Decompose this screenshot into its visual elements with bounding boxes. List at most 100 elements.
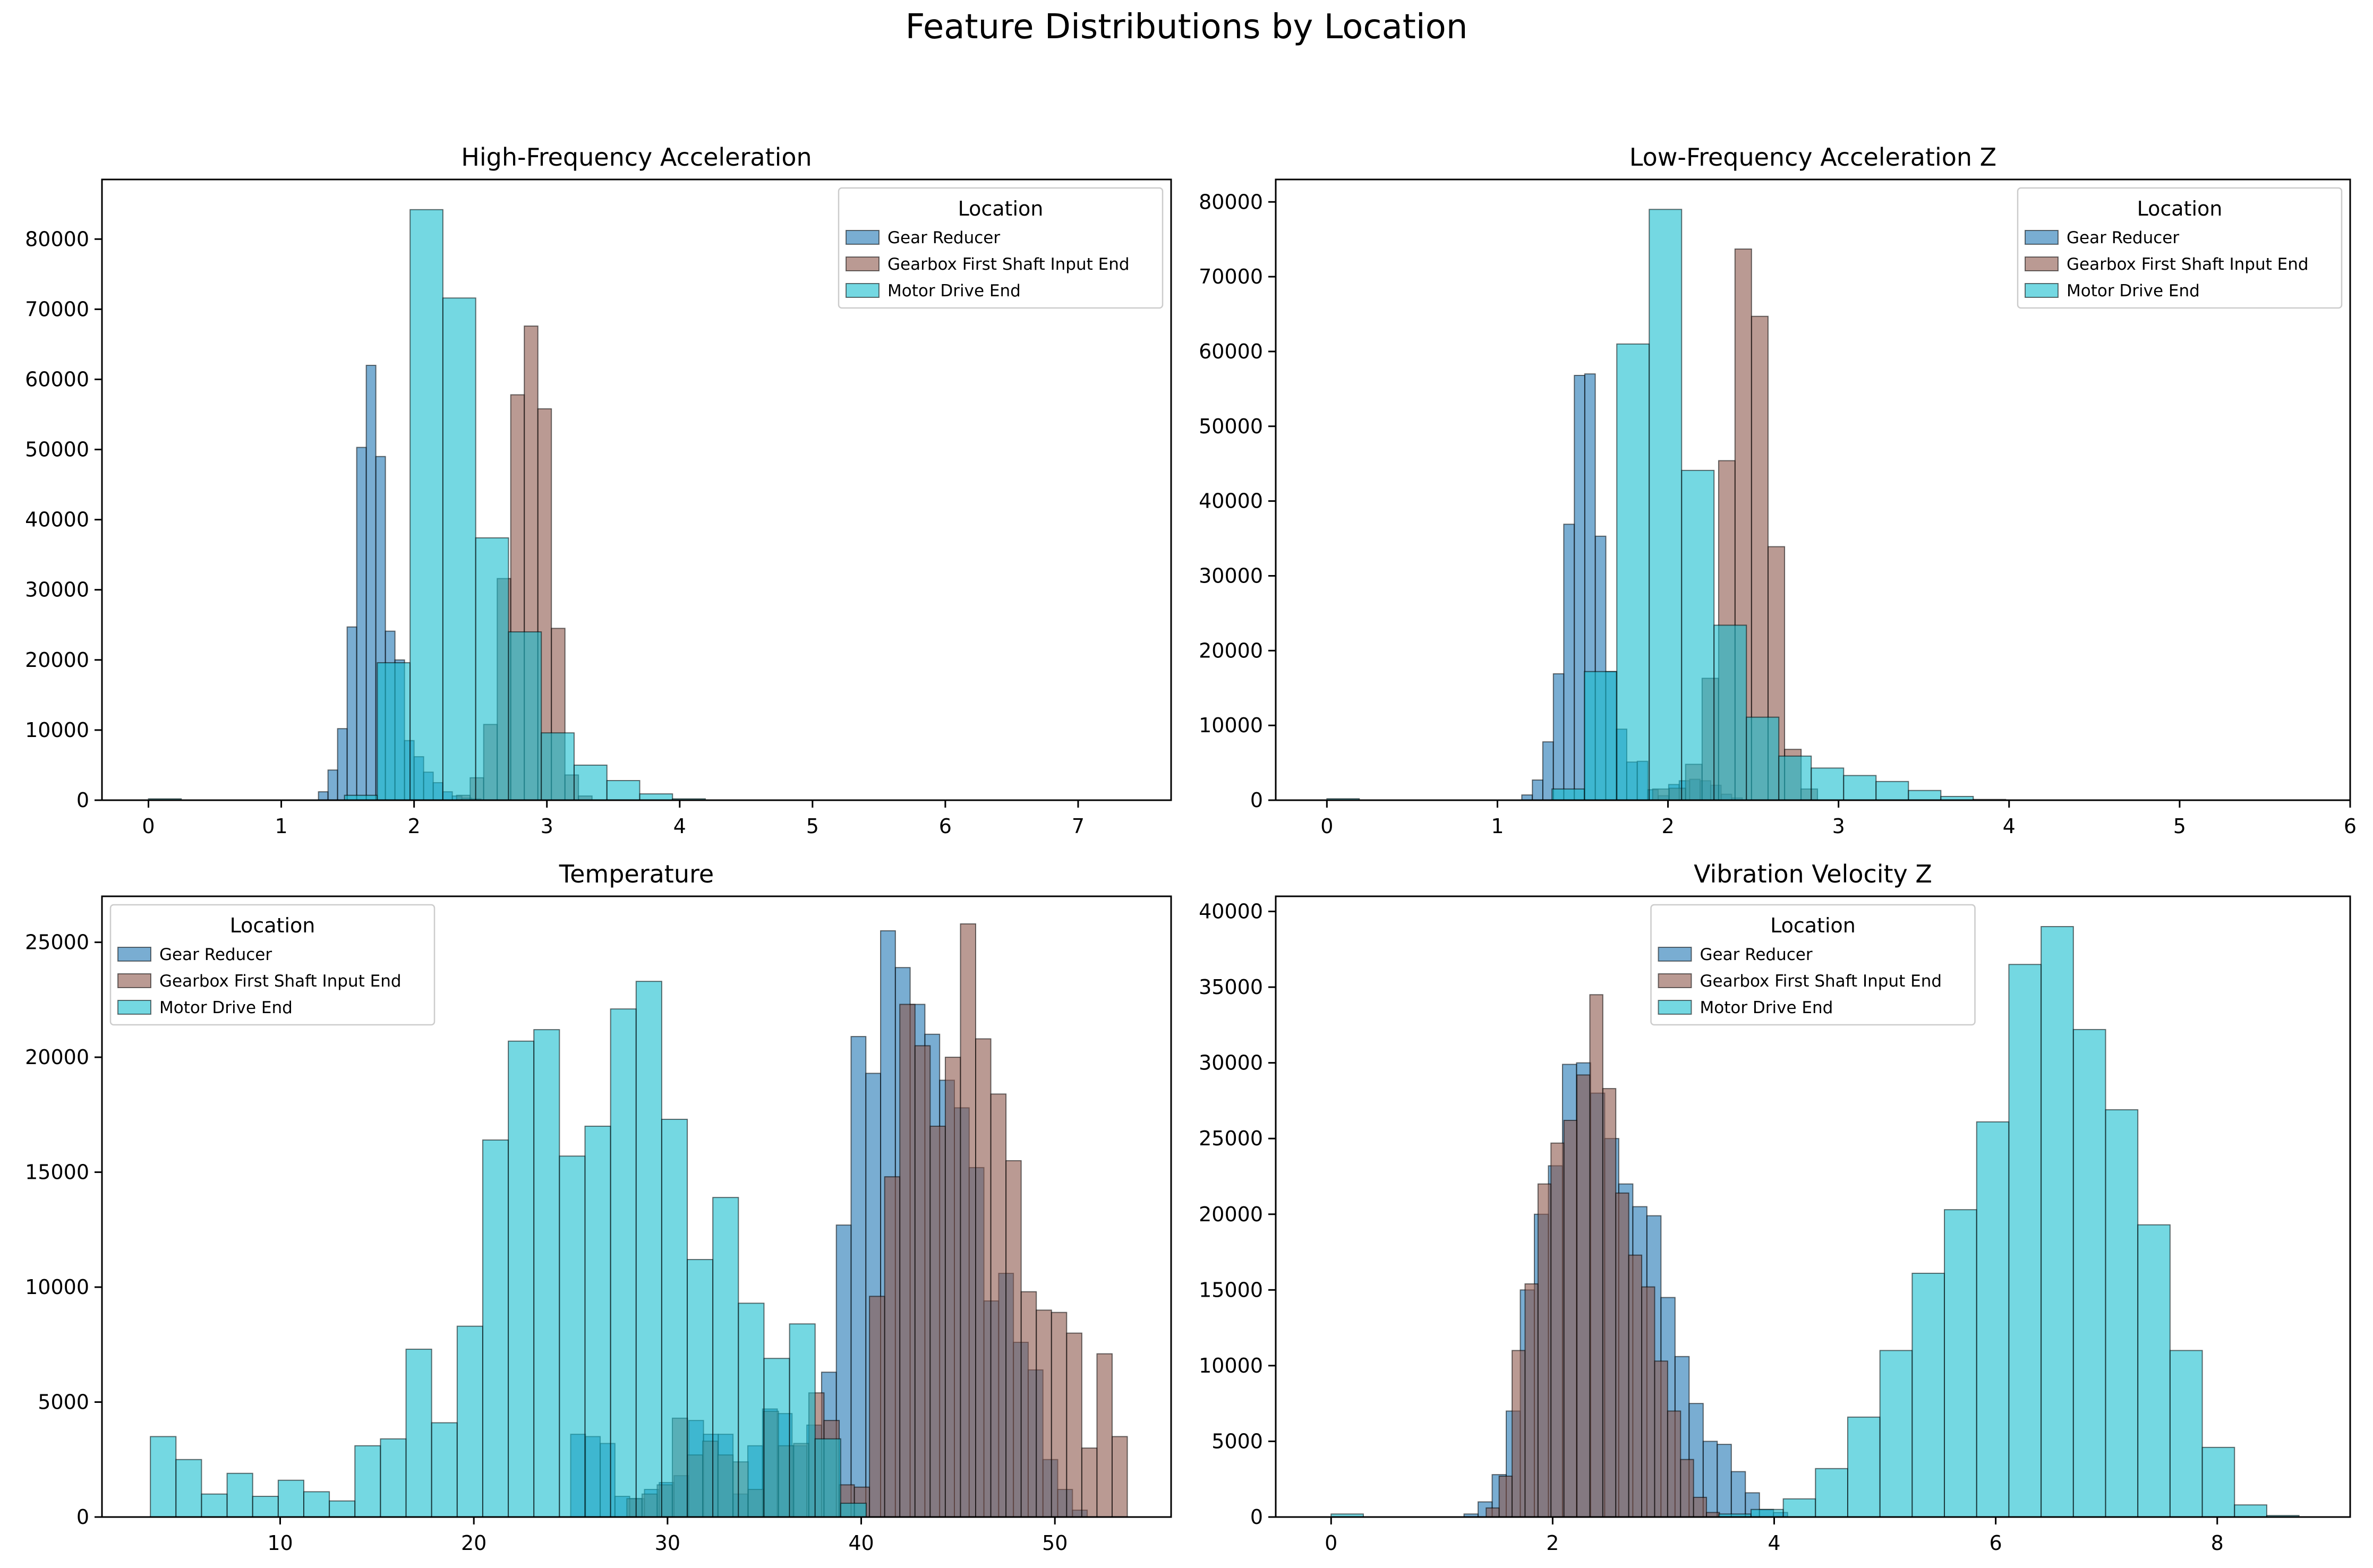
legend-title: Location xyxy=(2137,197,2223,220)
histogram-bar xyxy=(1524,1283,1539,1517)
x-tick-label: 7 xyxy=(1072,815,1085,838)
histogram-bar xyxy=(1879,1350,1913,1517)
histogram-bar xyxy=(1537,1183,1552,1517)
y-tick-label: 0 xyxy=(1250,1505,1263,1529)
histogram-bar xyxy=(431,1422,458,1517)
subplot-4: 0 2 4 6 8 0 5000 10000 15000 20000 25000 30000 35000… xyxy=(1199,860,2351,1555)
histogram-bar xyxy=(303,1491,330,1517)
legend-title: Location xyxy=(230,914,315,937)
histogram-bar xyxy=(482,1139,509,1517)
y-tick-label: 25000 xyxy=(25,931,89,954)
y-tick-label: 40000 xyxy=(25,508,89,532)
legend-swatch xyxy=(1658,973,1692,988)
histogram-bar xyxy=(1680,1459,1694,1517)
legend-entry-label: Motor Drive End xyxy=(887,281,1021,301)
histogram-bar xyxy=(840,1503,867,1517)
subplot-title: Vibration Velocity Z xyxy=(1694,860,1932,888)
y-tick-label: 40000 xyxy=(1199,900,1263,923)
histogram-bar xyxy=(508,1040,535,1517)
histogram-bar xyxy=(277,1479,304,1517)
histogram-bar xyxy=(1616,343,1650,800)
histogram-bar xyxy=(975,1038,992,1517)
x-tick-label: 6 xyxy=(1990,1531,2002,1555)
x-tick-label: 4 xyxy=(673,815,686,838)
histogram-bar xyxy=(1551,788,1585,800)
legend-box xyxy=(838,187,1164,309)
y-tick-label: 70000 xyxy=(25,297,89,321)
histogram-bar xyxy=(1681,469,1715,800)
legend-entry-label: Gearbox First Shaft Input End xyxy=(887,255,1130,274)
histogram-bar xyxy=(475,537,509,800)
histogram-bar xyxy=(1066,1332,1082,1517)
subplot-title: High-Frequency Acceleration xyxy=(461,143,812,172)
histogram-bar xyxy=(1815,1468,1848,1517)
histogram-bar xyxy=(960,923,977,1517)
histogram-bar xyxy=(252,1496,279,1517)
histogram-bar xyxy=(990,1093,1007,1517)
legend-swatch xyxy=(2025,256,2059,271)
legend-box xyxy=(109,904,436,1026)
subplot-title: Low-Frequency Acceleration Z xyxy=(1629,143,1996,172)
histogram-bar xyxy=(1911,1272,1945,1517)
histogram-bar xyxy=(814,1438,841,1517)
legend-title: Location xyxy=(958,197,1044,220)
legend-swatch xyxy=(1658,1000,1692,1015)
y-tick-label: 25000 xyxy=(1199,1127,1263,1150)
x-tick-label: 5 xyxy=(806,815,819,838)
histogram-bar xyxy=(1552,673,1565,800)
histogram-bar xyxy=(405,1348,432,1517)
legend-entry-label: Gearbox First Shaft Input End xyxy=(2067,255,2309,274)
histogram-bar xyxy=(2105,1109,2139,1517)
histogram-bar xyxy=(2169,1350,2203,1517)
histogram-bar xyxy=(1628,1254,1643,1517)
y-tick-label: 5000 xyxy=(1211,1429,1263,1453)
x-tick-label: 2 xyxy=(1546,1531,1559,1555)
histogram-bar xyxy=(1051,1312,1068,1517)
histogram-bar xyxy=(789,1323,816,1517)
legend-entry-label: Gearbox First Shaft Input End xyxy=(159,972,402,991)
subplot-title: Temperature xyxy=(559,860,714,888)
histogram-bar xyxy=(884,1176,901,1517)
legend-title: Location xyxy=(1770,914,1856,937)
y-tick-label: 60000 xyxy=(25,367,89,391)
x-tick-label: 3 xyxy=(1832,815,1845,838)
histogram-bar xyxy=(869,1296,885,1517)
x-tick-label: 5 xyxy=(2173,815,2186,838)
legend-entry-label: Gearbox First Shaft Input End xyxy=(1700,972,1942,991)
histogram-bar xyxy=(1005,1160,1022,1517)
histogram-bar xyxy=(354,1445,381,1517)
legend: Location Gear Reducer Gearbox First Shaft … xyxy=(838,187,1164,309)
legend-entry-label: Motor Drive End xyxy=(159,998,293,1017)
y-tick-label: 10000 xyxy=(1199,714,1263,737)
x-tick-label: 4 xyxy=(2003,815,2016,838)
histogram-bar xyxy=(1649,209,1683,800)
histogram-bar xyxy=(377,662,411,800)
x-tick-label: 10 xyxy=(267,1531,293,1555)
histogram-bar xyxy=(1498,1476,1513,1517)
y-tick-label: 0 xyxy=(76,1505,89,1529)
legend-entry-label: Motor Drive End xyxy=(2067,281,2200,301)
histogram-bar xyxy=(1020,1291,1037,1517)
histogram-bar xyxy=(541,732,575,800)
histogram-bar xyxy=(1944,1209,1977,1517)
x-tick-label: 0 xyxy=(1325,1531,1337,1555)
legend-entry-label: Gear Reducer xyxy=(2067,228,2179,247)
histogram-bar xyxy=(1563,1119,1578,1517)
legend-swatch xyxy=(846,283,880,298)
axes-frame xyxy=(101,895,1172,1518)
y-tick-label: 60000 xyxy=(1199,340,1263,363)
histogram-bar xyxy=(2041,926,2074,1517)
histogram-bar xyxy=(356,447,367,800)
histogram-bar xyxy=(1713,624,1747,800)
x-tick-label: 6 xyxy=(939,815,952,838)
histogram-bar xyxy=(1940,795,1974,800)
histogram-bar xyxy=(1550,1142,1565,1517)
legend-swatch xyxy=(2025,230,2059,245)
histogram-bar xyxy=(2201,1446,2235,1517)
y-tick-label: 30000 xyxy=(25,578,89,602)
histogram-bar xyxy=(442,297,476,800)
histogram-bar xyxy=(327,769,338,800)
legend-box xyxy=(1650,904,1976,1026)
histogram-bar xyxy=(899,1004,916,1517)
